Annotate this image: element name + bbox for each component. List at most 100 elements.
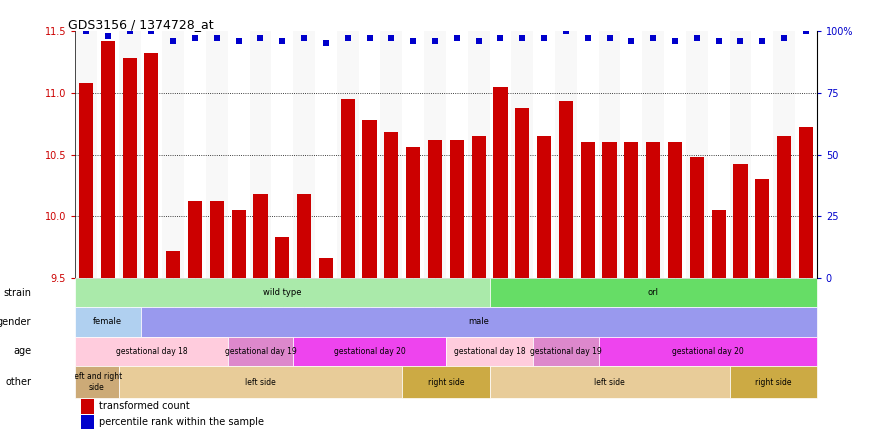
- Point: [406, 37, 420, 44]
- Bar: [489, 31, 511, 278]
- Point: [210, 35, 224, 42]
- Point: [581, 35, 595, 42]
- Bar: [646, 142, 660, 278]
- Text: gestational day 19: gestational day 19: [224, 347, 297, 356]
- Bar: [75, 307, 140, 337]
- Point: [101, 32, 115, 40]
- Bar: [315, 31, 336, 278]
- Point: [690, 35, 704, 42]
- Bar: [271, 31, 293, 278]
- Point: [144, 28, 158, 35]
- Point: [166, 37, 180, 44]
- Text: right side: right side: [755, 377, 791, 387]
- Bar: [80, 399, 94, 414]
- Text: other: other: [5, 377, 32, 387]
- Point: [734, 37, 748, 44]
- Point: [428, 37, 442, 44]
- Point: [275, 37, 290, 44]
- Bar: [75, 337, 228, 366]
- Bar: [253, 194, 268, 278]
- Bar: [403, 31, 424, 278]
- Bar: [774, 31, 795, 278]
- Text: female: female: [94, 317, 123, 326]
- Bar: [275, 237, 290, 278]
- Text: male: male: [468, 317, 489, 326]
- Point: [449, 35, 464, 42]
- Bar: [336, 31, 358, 278]
- Bar: [577, 31, 599, 278]
- Bar: [795, 31, 817, 278]
- Bar: [228, 31, 250, 278]
- Text: gender: gender: [0, 317, 32, 327]
- Bar: [489, 278, 817, 307]
- Bar: [231, 210, 245, 278]
- Text: transformed count: transformed count: [99, 401, 190, 412]
- Bar: [712, 210, 726, 278]
- Bar: [293, 31, 315, 278]
- Text: gestational day 19: gestational day 19: [530, 347, 602, 356]
- Point: [231, 37, 245, 44]
- Bar: [381, 31, 403, 278]
- Bar: [188, 202, 202, 278]
- Point: [253, 35, 268, 42]
- Bar: [206, 31, 228, 278]
- Point: [319, 40, 333, 47]
- Bar: [446, 31, 468, 278]
- Text: gestational day 18: gestational day 18: [454, 347, 525, 356]
- Point: [341, 35, 355, 42]
- Bar: [537, 136, 551, 278]
- Point: [123, 28, 137, 35]
- Point: [559, 28, 573, 35]
- Point: [297, 35, 311, 42]
- Point: [624, 37, 638, 44]
- Point: [472, 37, 486, 44]
- Text: left and right
side: left and right side: [72, 373, 122, 392]
- Bar: [599, 337, 817, 366]
- Bar: [533, 31, 555, 278]
- Text: left side: left side: [594, 377, 625, 387]
- Bar: [250, 31, 271, 278]
- Bar: [707, 31, 729, 278]
- Bar: [80, 415, 94, 429]
- Point: [777, 35, 791, 42]
- Text: wild type: wild type: [263, 288, 302, 297]
- Bar: [777, 136, 791, 278]
- Text: right side: right side: [427, 377, 464, 387]
- Point: [799, 28, 813, 35]
- Bar: [515, 107, 530, 278]
- Bar: [729, 31, 751, 278]
- Bar: [511, 31, 533, 278]
- Bar: [341, 99, 355, 278]
- Point: [668, 37, 682, 44]
- Bar: [118, 31, 140, 278]
- Bar: [293, 337, 446, 366]
- Point: [537, 35, 551, 42]
- Bar: [472, 136, 486, 278]
- Bar: [599, 31, 621, 278]
- Bar: [210, 202, 224, 278]
- Bar: [621, 31, 642, 278]
- Bar: [406, 147, 420, 278]
- Bar: [166, 251, 180, 278]
- Point: [515, 35, 529, 42]
- Bar: [729, 366, 817, 398]
- Bar: [140, 31, 162, 278]
- Point: [602, 35, 616, 42]
- Bar: [97, 31, 118, 278]
- Bar: [75, 278, 489, 307]
- Bar: [79, 83, 93, 278]
- Point: [755, 37, 769, 44]
- Text: strain: strain: [4, 288, 32, 297]
- Bar: [118, 366, 403, 398]
- Bar: [734, 164, 748, 278]
- Bar: [228, 337, 293, 366]
- Bar: [690, 157, 704, 278]
- Bar: [162, 31, 185, 278]
- Bar: [449, 140, 464, 278]
- Bar: [664, 31, 686, 278]
- Bar: [559, 101, 573, 278]
- Point: [494, 35, 508, 42]
- Bar: [319, 258, 333, 278]
- Bar: [144, 53, 159, 278]
- Bar: [686, 31, 707, 278]
